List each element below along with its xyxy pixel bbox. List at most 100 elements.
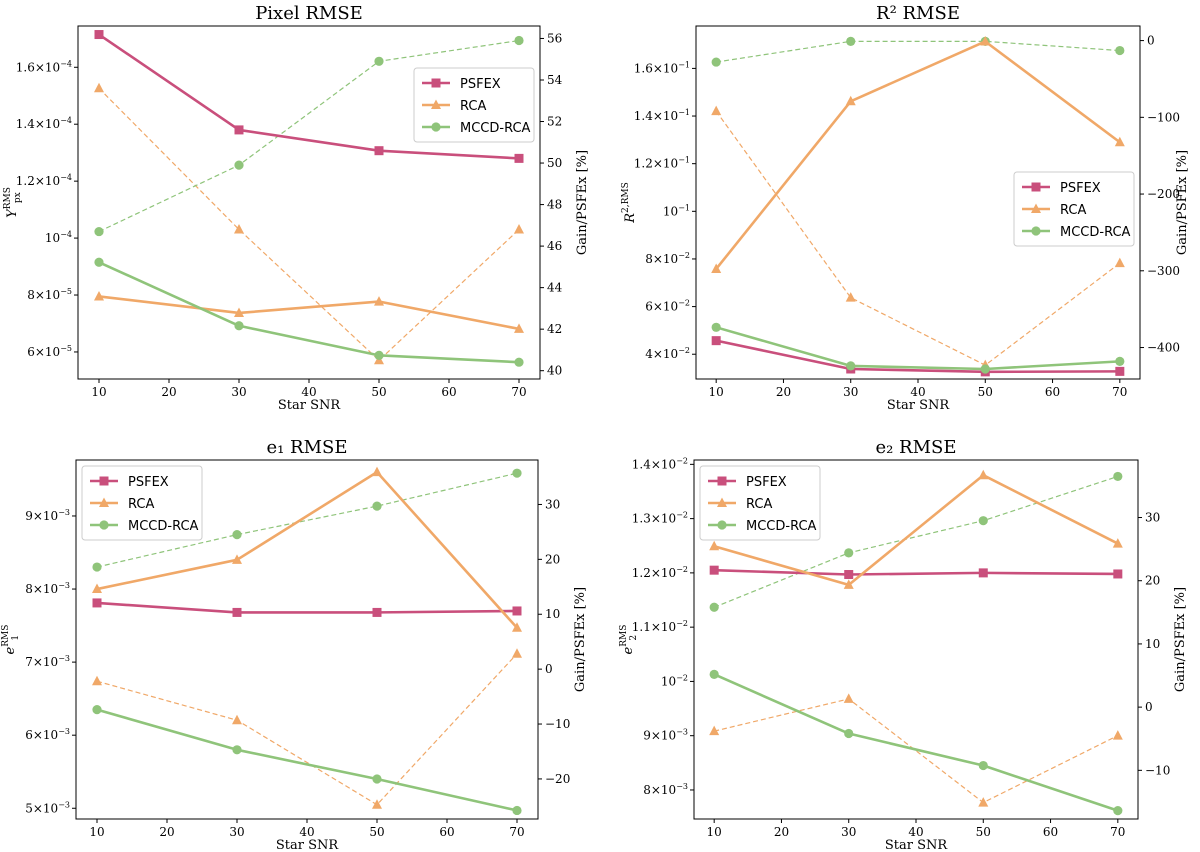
data-point: [94, 257, 104, 267]
y-tick-label: 1.4×10−2: [632, 456, 688, 471]
y-tick-label: 6×10−5: [27, 344, 72, 359]
x-tick-label: 30: [231, 385, 246, 399]
data-point: [374, 350, 384, 360]
y-tick-label: 1.6×10−1: [634, 60, 690, 75]
y-tick-label: 10−4: [45, 230, 72, 245]
data-point: [711, 57, 721, 67]
y-tick-label: 8×10−2: [645, 251, 690, 266]
series-line: [98, 261, 520, 364]
y-tick-label: 5×10−3: [25, 800, 70, 815]
series-psfex: [94, 30, 524, 163]
y2-tick-label: −400: [1147, 341, 1180, 355]
legend-box: [81, 465, 203, 541]
y2-tick-label: 50: [547, 156, 562, 170]
series-mccd-rca-gain: [711, 36, 1125, 67]
series-line: [715, 110, 1121, 366]
legend-entry: MCCD-RCA: [460, 121, 531, 136]
x-tick-label: 30: [229, 825, 244, 839]
data-point: [1115, 356, 1125, 366]
data-point: [978, 797, 989, 807]
data-point: [92, 675, 102, 686]
y-tick-label: 1.2×10−4: [16, 173, 72, 188]
data-point: [92, 583, 102, 594]
data-point: [514, 323, 524, 333]
data-point: [980, 35, 991, 46]
data-point: [1112, 730, 1123, 740]
y2-tick-label: 0: [545, 662, 553, 676]
y2-tick-label: 52: [547, 115, 562, 129]
series-mccd-rca: [711, 322, 1125, 374]
data-point: [846, 361, 856, 371]
series-line: [96, 601, 518, 614]
series-line: [96, 708, 518, 812]
y-tick-label: 1.2×10−1: [634, 156, 690, 171]
legend-marker: [99, 520, 109, 530]
chart-title: R² RMSE: [876, 3, 960, 24]
y2-tick-label: 10: [1145, 637, 1160, 651]
series-line: [98, 39, 520, 233]
chart-title: e₂ RMSE: [875, 437, 956, 458]
x-tick-label: 70: [509, 825, 524, 839]
data-point: [372, 774, 382, 784]
data-point: [94, 30, 104, 40]
x-tick-label: 10: [89, 825, 104, 839]
data-point: [844, 728, 854, 739]
data-point: [709, 725, 720, 736]
series-line: [715, 326, 1120, 371]
y-tick-label: 1.1×10−2: [632, 619, 688, 634]
x-tick-label: 50: [371, 385, 386, 399]
y-axis-label: eRMS2: [619, 625, 639, 655]
legend-marker: [431, 122, 441, 132]
y-tick-label: 8×10−3: [643, 782, 688, 797]
series-line: [96, 653, 518, 806]
legend-marker: [717, 520, 727, 530]
x-axis-label: Star SNR: [276, 838, 340, 852]
x-tick-label: 70: [1110, 825, 1125, 839]
data-point: [372, 607, 382, 617]
series-rca: [711, 35, 1125, 273]
legend-entry: MCCD-RCA: [1060, 225, 1131, 240]
data-point: [514, 223, 524, 234]
y2-axis-label: Gain/PSFEx [%]: [1173, 587, 1188, 692]
series-line: [715, 339, 1120, 374]
data-point: [1114, 136, 1125, 147]
data-point: [1115, 366, 1125, 376]
chart-title: Pixel RMSE: [255, 3, 363, 24]
data-point: [94, 290, 104, 301]
y2-tick-label: 0: [1147, 34, 1155, 48]
series-psfex: [709, 565, 1123, 580]
y-axis-label: R2,RMS: [621, 182, 638, 224]
data-point: [709, 669, 719, 679]
x-tick-label: 20: [161, 385, 176, 399]
legend-marker: [1031, 182, 1041, 192]
x-tick-label: 40: [908, 825, 923, 839]
y-axis-label: YRMSpx: [3, 187, 23, 218]
data-point: [232, 607, 242, 617]
y-tick-label: 7×10−3: [25, 654, 70, 669]
data-point: [234, 160, 244, 170]
y2-tick-label: −200: [1147, 187, 1180, 201]
chart-panel-4: e₂ RMSE 10 20 30 40 50 60 70 Star SNR 8×10−3 9×10−…: [619, 437, 1188, 852]
y-tick-label: 1.4×10−4: [16, 116, 72, 131]
y2-tick-label: 10: [545, 607, 560, 621]
data-point: [92, 705, 102, 715]
legend-entry: RCA: [1060, 203, 1086, 218]
y-tick-label: 8×10−3: [25, 581, 70, 596]
y-tick-label: 9×10−3: [25, 508, 70, 523]
data-point: [711, 336, 721, 346]
x-tick-label: 50: [369, 825, 384, 839]
x-tick-label: 30: [843, 385, 858, 399]
y-tick-label: 1.6×10−4: [16, 59, 72, 74]
data-point: [232, 530, 242, 540]
x-tick-label: 40: [301, 385, 316, 399]
data-point: [844, 548, 854, 558]
x-tick-label: 20: [774, 825, 789, 839]
x-tick-label: 40: [910, 385, 925, 399]
data-point: [374, 146, 384, 156]
y2-tick-label: 56: [547, 31, 562, 45]
data-point: [512, 622, 522, 632]
x-tick-label: 10: [709, 385, 724, 399]
data-point: [711, 322, 721, 332]
data-point: [711, 105, 722, 116]
data-point: [978, 760, 988, 771]
